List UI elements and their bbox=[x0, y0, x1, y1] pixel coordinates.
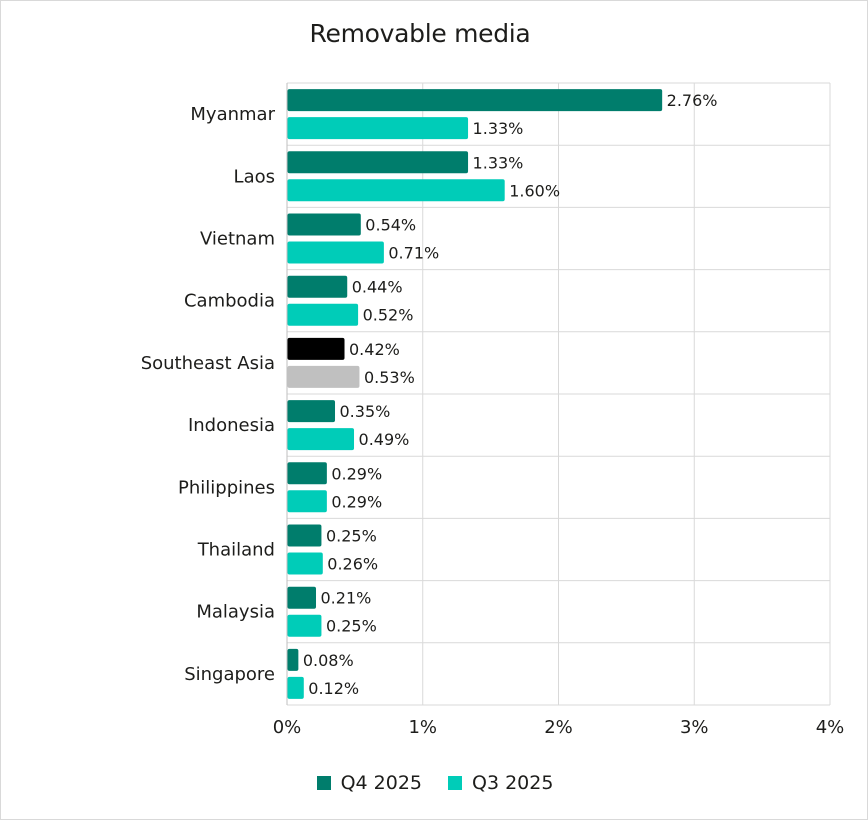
bar bbox=[287, 337, 345, 360]
data-label: 0.52% bbox=[363, 306, 414, 325]
x-tick-label: 2% bbox=[544, 717, 573, 738]
bar bbox=[287, 365, 360, 388]
x-tick-label: 0% bbox=[273, 717, 302, 738]
bar bbox=[287, 241, 384, 264]
category-label: Myanmar bbox=[190, 104, 275, 125]
data-label: 2.76% bbox=[667, 91, 718, 110]
data-label: 0.53% bbox=[364, 368, 415, 387]
bar bbox=[287, 213, 361, 236]
x-tick-label: 3% bbox=[680, 717, 709, 738]
category-label: Southeast Asia bbox=[141, 353, 275, 374]
category-label: Vietnam bbox=[200, 229, 275, 250]
bar bbox=[287, 400, 336, 423]
legend-label-q4: Q4 2025 bbox=[340, 772, 422, 794]
bar bbox=[287, 676, 304, 699]
category-label: Laos bbox=[234, 166, 275, 187]
legend-item-q4: Q4 2025 bbox=[316, 772, 422, 794]
x-tick-label: 4% bbox=[816, 717, 845, 738]
data-label: 0.25% bbox=[326, 617, 377, 636]
legend-swatch-q3 bbox=[448, 776, 462, 790]
data-label: 0.49% bbox=[359, 430, 410, 449]
legend-item-q3: Q3 2025 bbox=[448, 772, 553, 794]
category-label: Philippines bbox=[178, 477, 275, 498]
data-label: 0.25% bbox=[326, 527, 377, 546]
legend: Q4 2025 Q3 2025 bbox=[1, 771, 868, 795]
data-label: 1.60% bbox=[509, 181, 560, 200]
data-label: 0.21% bbox=[321, 589, 372, 608]
bar bbox=[287, 151, 469, 174]
data-label: 0.44% bbox=[352, 278, 403, 297]
bar bbox=[287, 614, 322, 637]
data-label: 0.29% bbox=[331, 464, 382, 483]
category-label: Thailand bbox=[197, 540, 275, 561]
category-label: Indonesia bbox=[188, 415, 275, 436]
chart-title: Removable media bbox=[309, 19, 531, 48]
data-label: 0.29% bbox=[331, 492, 382, 511]
data-label: 0.08% bbox=[303, 651, 354, 670]
data-label: 0.26% bbox=[327, 555, 378, 574]
category-label: Cambodia bbox=[184, 291, 275, 312]
bar bbox=[287, 303, 359, 326]
bar bbox=[287, 89, 663, 112]
bar bbox=[287, 428, 355, 451]
data-label: 1.33% bbox=[473, 153, 524, 172]
data-label: 0.42% bbox=[349, 340, 400, 359]
bar bbox=[287, 648, 299, 671]
bar bbox=[287, 462, 327, 485]
data-label: 0.12% bbox=[308, 679, 359, 698]
bar bbox=[287, 586, 317, 609]
bar bbox=[287, 117, 469, 140]
category-label: Malaysia bbox=[196, 602, 275, 623]
bar bbox=[287, 552, 323, 575]
x-tick-label: 1% bbox=[408, 717, 437, 738]
data-label: 0.35% bbox=[340, 402, 391, 421]
bar bbox=[287, 179, 505, 202]
data-label: 1.33% bbox=[473, 119, 524, 138]
bar bbox=[287, 275, 348, 298]
legend-label-q3: Q3 2025 bbox=[472, 772, 554, 794]
bar bbox=[287, 490, 327, 513]
data-label: 0.71% bbox=[388, 244, 439, 263]
data-label: 0.54% bbox=[365, 216, 416, 235]
legend-swatch-q4 bbox=[316, 776, 331, 790]
bar bbox=[287, 524, 322, 547]
category-label: Singapore bbox=[184, 664, 275, 685]
